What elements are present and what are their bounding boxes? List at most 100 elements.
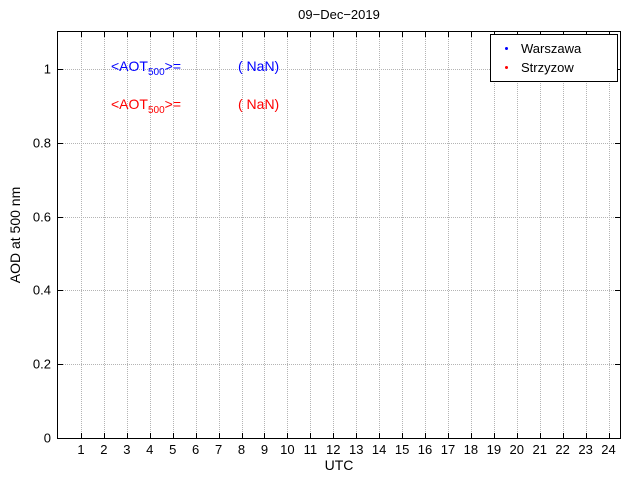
x-gridline: [379, 32, 381, 438]
x-tick-mark: [126, 32, 128, 37]
x-gridline: [447, 32, 449, 438]
y-tick-mark: [615, 216, 620, 218]
x-tick-label: 14: [371, 442, 387, 457]
x-gridline: [470, 32, 472, 438]
y-tick-mark: [58, 68, 63, 70]
x-tick-mark: [585, 433, 587, 438]
x-tick-mark: [402, 433, 404, 438]
plot-area: 1 2 3 4 5 6 7 8 9 10 11 12 13 14 15 16 17 18 19 20 21 22 23 24 0…: [33, 31, 621, 457]
x-gridline: [126, 32, 128, 438]
x-tick-mark: [425, 433, 427, 438]
y-tick-mark: [58, 290, 63, 292]
x-tick-label: 16: [417, 442, 433, 457]
x-tick-label: 13: [348, 442, 364, 457]
y-tick-label: 0.2: [32, 356, 51, 372]
y-gridline: [58, 68, 620, 70]
y-tick-mark: [615, 142, 620, 144]
y-tick-label: 0.4: [32, 282, 51, 298]
x-tick-label: 20: [509, 442, 524, 457]
x-tick-label: 17: [440, 442, 456, 457]
x-tick-mark: [425, 32, 427, 37]
y-tick-label: 0.8: [32, 135, 51, 151]
x-tick-mark: [126, 433, 128, 438]
x-tick-mark: [470, 32, 472, 37]
x-tick-mark: [333, 433, 335, 438]
x-gridline: [195, 32, 197, 438]
x-tick-mark: [447, 32, 449, 37]
x-tick-mark: [195, 433, 197, 438]
legend-label: Warszawa: [521, 41, 582, 56]
x-gridline: [356, 32, 358, 438]
legend-item-strzyzow: Strzyzow: [491, 58, 617, 77]
x-tick-mark: [562, 433, 564, 438]
y-tick-mark: [58, 142, 63, 144]
x-tick-label: 24: [601, 442, 616, 457]
x-tick-mark: [539, 433, 541, 438]
annotation-value: ( NaN): [238, 96, 280, 112]
annotation-text: <AOT500>=: [111, 58, 182, 78]
x-tick-mark: [218, 32, 220, 37]
x-gridline: [402, 32, 404, 438]
dot-marker-icon: [491, 66, 521, 69]
x-tick-mark: [264, 32, 266, 37]
dot-marker-icon: [491, 47, 521, 50]
y-axis-label: AOD at 500 nm: [7, 186, 23, 284]
x-tick-label: 22: [555, 442, 570, 457]
x-gridline: [218, 32, 220, 438]
x-tick-mark: [103, 433, 105, 438]
x-tick-mark: [356, 433, 358, 438]
y-tick-mark: [615, 290, 620, 292]
x-gridline: [562, 32, 564, 438]
annotation-text: <AOT500>=: [111, 96, 182, 116]
x-gridline: [103, 32, 105, 438]
legend: Warszawa Strzyzow: [490, 34, 618, 82]
x-gridline: [516, 32, 518, 438]
x-tick-label: 2: [100, 442, 108, 457]
x-tick-label: 7: [214, 442, 223, 457]
x-tick-mark: [149, 433, 151, 438]
x-tick-mark: [172, 433, 174, 438]
chart-title: 09−Dec−2019: [298, 7, 380, 22]
x-tick-mark: [195, 32, 197, 37]
x-tick-label: 19: [486, 442, 502, 457]
x-tick-mark: [379, 32, 381, 37]
x-gridline: [425, 32, 427, 438]
x-gridline: [333, 32, 335, 438]
legend-label: Strzyzow: [521, 60, 574, 75]
x-tick-label: 10: [280, 442, 295, 457]
x-tick-mark: [333, 32, 335, 37]
x-tick-mark: [447, 433, 449, 438]
x-tick-label: 5: [169, 442, 177, 457]
x-tick-label: 18: [463, 442, 479, 457]
x-tick-label: 4: [146, 442, 154, 457]
x-tick-mark: [356, 32, 358, 37]
x-tick-label: 11: [303, 442, 318, 457]
x-tick-mark: [516, 433, 518, 438]
x-tick-label: 23: [578, 442, 593, 457]
x-gridline: [287, 32, 289, 438]
annotation-mean-aot-strzyzow: <AOT500>= ( NaN): [111, 96, 279, 116]
x-tick-label: 12: [326, 442, 341, 457]
x-tick-mark: [379, 433, 381, 438]
x-gridline: [310, 32, 312, 438]
x-tick-mark: [103, 32, 105, 37]
x-tick-mark: [218, 433, 220, 438]
x-gridline: [241, 32, 243, 438]
y-tick-mark: [615, 364, 620, 366]
y-tick-mark: [58, 364, 63, 366]
x-tick-mark: [80, 433, 82, 438]
y-gridline: [58, 364, 620, 366]
x-tick-label: 21: [532, 442, 547, 457]
x-tick-mark: [470, 433, 472, 438]
annotation-value: ( NaN): [238, 58, 280, 74]
y-gridline: [58, 216, 620, 218]
x-gridline: [493, 32, 495, 438]
x-tick-mark: [241, 32, 243, 37]
x-gridline: [80, 32, 82, 438]
y-gridline: [58, 290, 620, 292]
x-tick-mark: [287, 32, 289, 37]
x-axis-label: UTC: [324, 457, 354, 473]
x-tick-mark: [310, 32, 312, 37]
x-tick-label: 1: [77, 442, 85, 457]
